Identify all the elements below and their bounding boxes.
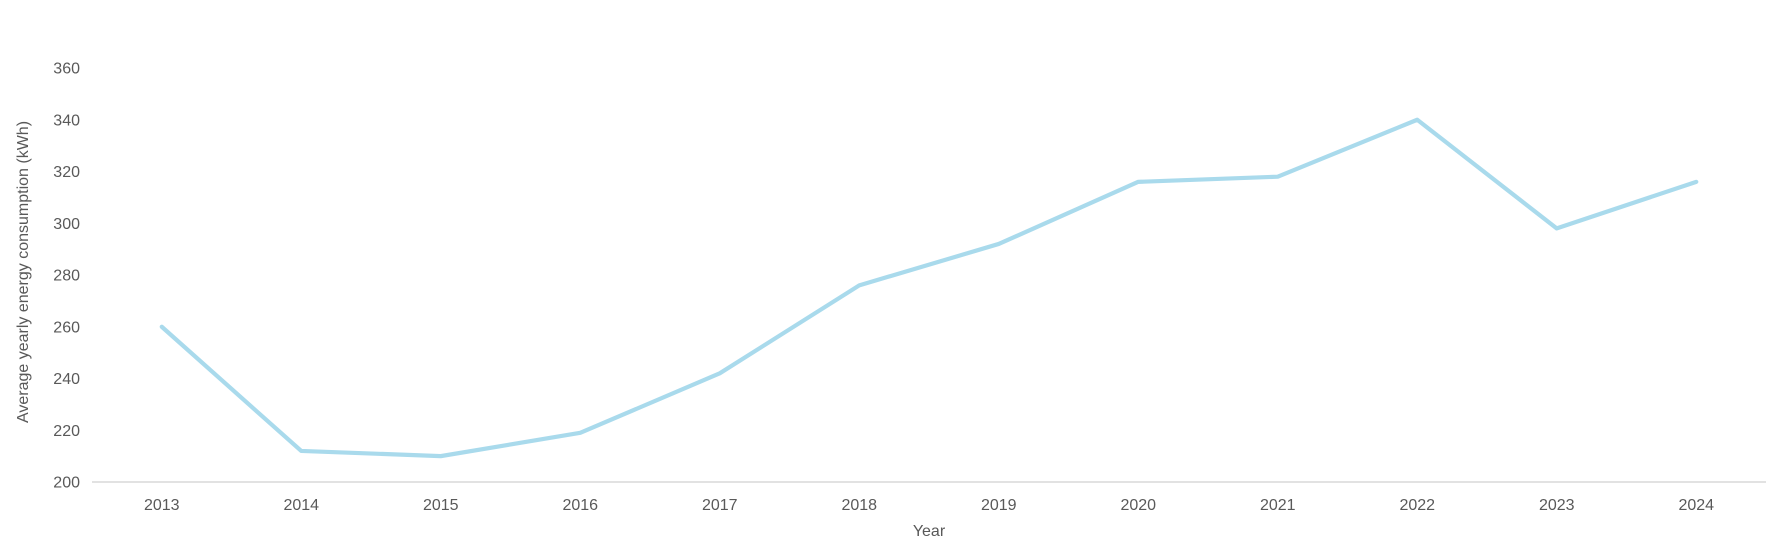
x-tick-label: 2020	[1120, 497, 1156, 514]
y-tick-label: 240	[53, 371, 80, 388]
y-tick-label: 260	[53, 319, 80, 336]
x-axis-title: Year	[913, 523, 946, 540]
y-tick-label: 360	[53, 61, 80, 78]
x-tick-label: 2016	[562, 497, 598, 514]
y-tick-label: 300	[53, 216, 80, 233]
y-axis-title: Average yearly energy consumption (kWh)	[15, 121, 32, 423]
x-tick-label: 2023	[1539, 497, 1575, 514]
x-tick-label: 2019	[981, 497, 1017, 514]
x-tick-label: 2024	[1678, 497, 1714, 514]
x-tick-label: 2021	[1260, 497, 1296, 514]
y-tick-label: 280	[53, 268, 80, 285]
x-tick-label: 2017	[702, 497, 738, 514]
x-tick-label: 2015	[423, 497, 459, 514]
x-tick-label: 2018	[841, 497, 877, 514]
y-tick-label: 220	[53, 423, 80, 440]
x-tick-label: 2013	[144, 497, 180, 514]
data-line-series	[159, 117, 1699, 459]
y-tick-label: 320	[53, 164, 80, 181]
y-tick-label: 340	[53, 112, 80, 129]
x-tick-label: 2022	[1399, 497, 1435, 514]
x-tick-label: 2014	[283, 497, 319, 514]
y-tick-label: 200	[53, 475, 80, 492]
